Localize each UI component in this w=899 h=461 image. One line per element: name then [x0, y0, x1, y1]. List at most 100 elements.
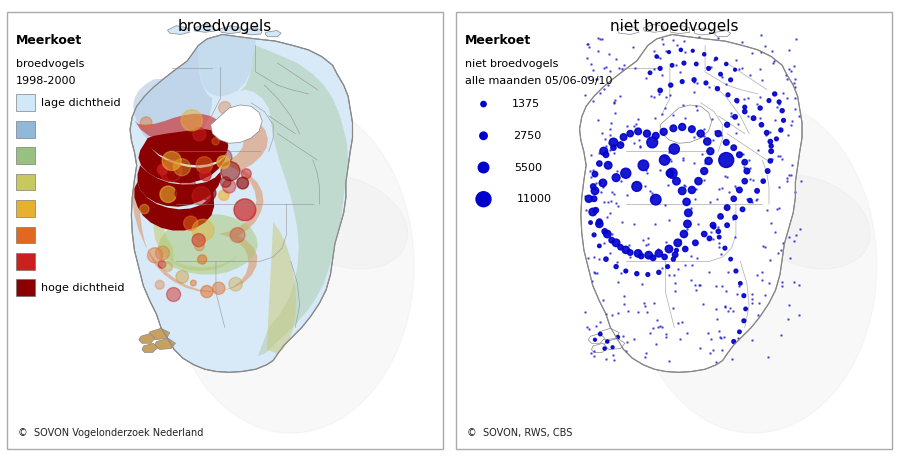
Polygon shape — [220, 26, 240, 34]
Circle shape — [201, 186, 216, 201]
Point — [659, 334, 673, 341]
Point — [639, 349, 654, 356]
Polygon shape — [194, 24, 215, 32]
Circle shape — [679, 187, 686, 195]
Circle shape — [160, 160, 182, 182]
Circle shape — [622, 246, 629, 254]
Polygon shape — [644, 24, 664, 32]
Point — [693, 344, 708, 351]
Point — [593, 35, 608, 42]
Circle shape — [650, 255, 656, 260]
Point — [601, 82, 615, 89]
Point — [714, 131, 728, 139]
Point — [755, 178, 770, 185]
Circle shape — [767, 99, 770, 102]
Point — [714, 334, 728, 342]
Circle shape — [220, 177, 231, 187]
Point — [706, 346, 720, 353]
Circle shape — [719, 72, 722, 76]
Point — [752, 114, 767, 121]
Point — [789, 231, 804, 239]
Point — [758, 243, 772, 251]
Point — [784, 121, 798, 129]
Circle shape — [592, 171, 598, 177]
Polygon shape — [130, 35, 352, 372]
Point — [645, 189, 659, 197]
Point — [650, 317, 664, 324]
Point — [635, 281, 649, 288]
Point — [775, 279, 789, 286]
Point — [609, 55, 623, 62]
Point — [603, 198, 618, 205]
Circle shape — [618, 142, 624, 148]
Point — [670, 42, 684, 49]
Polygon shape — [588, 334, 605, 343]
Circle shape — [160, 186, 176, 202]
Circle shape — [627, 130, 634, 137]
Point — [698, 159, 712, 166]
Point — [711, 243, 725, 250]
Point — [612, 92, 627, 100]
Point — [641, 234, 655, 241]
Point — [639, 74, 654, 82]
Point — [657, 201, 672, 208]
Point — [749, 196, 763, 204]
Point — [654, 35, 669, 42]
Circle shape — [704, 81, 708, 85]
Circle shape — [585, 195, 592, 202]
Circle shape — [716, 130, 721, 136]
Point — [633, 143, 647, 150]
Text: 1375: 1375 — [512, 99, 539, 109]
Circle shape — [729, 78, 733, 82]
Circle shape — [646, 272, 650, 277]
Point — [758, 42, 772, 50]
Point — [654, 111, 669, 118]
Point — [630, 308, 645, 315]
Point — [627, 123, 641, 130]
Polygon shape — [660, 105, 712, 143]
Polygon shape — [135, 182, 214, 230]
Circle shape — [589, 208, 597, 216]
Circle shape — [731, 196, 736, 201]
Circle shape — [736, 187, 743, 193]
Point — [728, 182, 743, 189]
Point — [737, 96, 752, 103]
Circle shape — [597, 219, 602, 225]
Point — [639, 166, 654, 173]
Point — [775, 282, 789, 290]
Circle shape — [760, 123, 763, 127]
Circle shape — [740, 207, 744, 212]
Circle shape — [156, 280, 165, 289]
Circle shape — [651, 195, 661, 205]
Point — [702, 83, 717, 90]
Point — [587, 348, 601, 355]
Point — [720, 307, 734, 315]
Point — [592, 89, 607, 97]
Polygon shape — [138, 334, 156, 343]
Point — [599, 311, 613, 318]
Point — [712, 239, 726, 247]
Point — [787, 237, 801, 245]
Point — [609, 200, 623, 207]
Circle shape — [230, 228, 245, 242]
Point — [590, 270, 604, 277]
Point — [722, 304, 736, 312]
Circle shape — [764, 130, 769, 135]
Point — [676, 102, 690, 109]
Circle shape — [681, 80, 684, 83]
Point — [672, 335, 687, 343]
Circle shape — [604, 257, 608, 261]
Circle shape — [163, 262, 173, 272]
Point — [742, 156, 756, 164]
Point — [610, 278, 625, 286]
Point — [584, 61, 599, 68]
Circle shape — [192, 219, 214, 241]
Point — [678, 244, 692, 252]
Point — [617, 292, 631, 299]
Point — [774, 246, 788, 254]
Point — [761, 354, 775, 361]
Point — [595, 130, 610, 137]
Point — [658, 239, 672, 246]
Point — [704, 229, 718, 236]
Point — [782, 234, 797, 241]
